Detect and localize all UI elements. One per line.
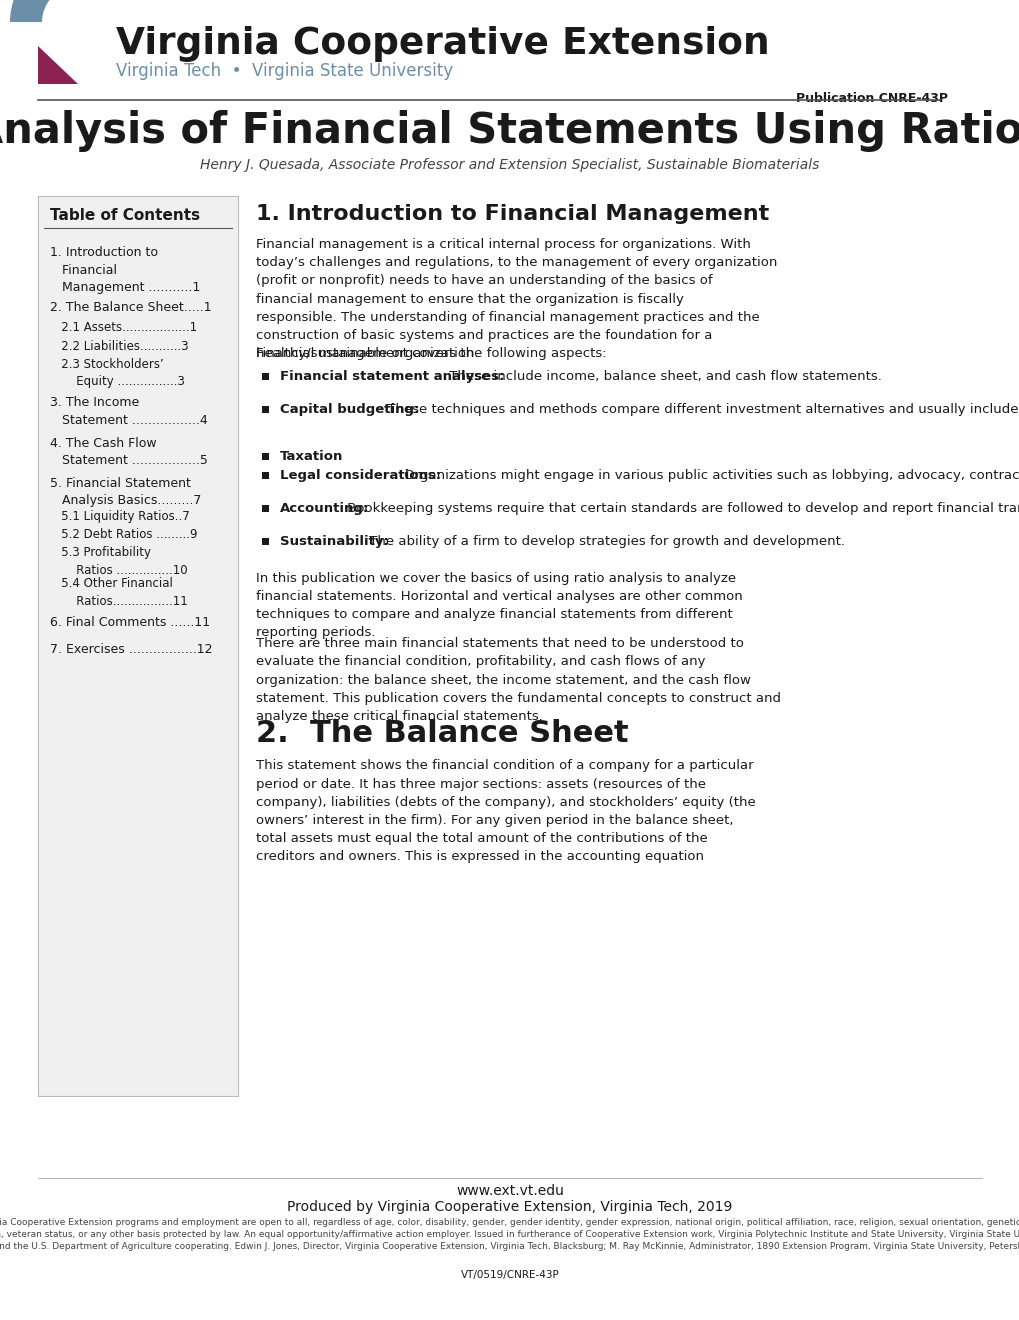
Text: .: . bbox=[325, 450, 329, 463]
Text: Financial management is a critical internal process for organizations. With
toda: Financial management is a critical inter… bbox=[256, 238, 776, 360]
Bar bbox=[262, 471, 269, 479]
Text: 2. The Balance Sheet.....1: 2. The Balance Sheet.....1 bbox=[50, 301, 211, 314]
Bar bbox=[262, 453, 269, 461]
Text: 5. Financial Statement
   Analysis Basics.........7: 5. Financial Statement Analysis Basics..… bbox=[50, 477, 201, 507]
Bar bbox=[262, 372, 269, 380]
Text: Bookkeeping systems require that certain standards are followed to develop and r: Bookkeeping systems require that certain… bbox=[342, 502, 1019, 515]
Text: In this publication we cover the basics of using ratio analysis to analyze
finan: In this publication we cover the basics … bbox=[256, 572, 742, 639]
Text: Virginia Tech  •  Virginia State University: Virginia Tech • Virginia State Universit… bbox=[116, 62, 452, 81]
Wedge shape bbox=[42, 0, 77, 22]
Bar bbox=[262, 405, 269, 413]
Text: 2.3 Stockholders’
       Equity ................3: 2.3 Stockholders’ Equity ...............… bbox=[50, 358, 184, 388]
Text: 2.1 Assets..................1: 2.1 Assets..................1 bbox=[50, 321, 197, 334]
Text: Analysis of Financial Statements Using Ratios: Analysis of Financial Statements Using R… bbox=[0, 110, 1019, 152]
Bar bbox=[38, 195, 237, 1096]
Text: Taxation: Taxation bbox=[280, 450, 343, 463]
Text: 3. The Income
   Statement .................4: 3. The Income Statement ................… bbox=[50, 396, 208, 426]
Text: VT/0519/CNRE-43P: VT/0519/CNRE-43P bbox=[461, 1270, 558, 1280]
Bar bbox=[262, 504, 269, 512]
Text: Virginia Cooperative Extension programs and employment are open to all, regardle: Virginia Cooperative Extension programs … bbox=[0, 1218, 1019, 1251]
Text: www.ext.vt.edu: www.ext.vt.edu bbox=[455, 1184, 564, 1199]
Text: Publication CNRE-43P: Publication CNRE-43P bbox=[795, 92, 947, 106]
Text: Accounting:: Accounting: bbox=[280, 502, 369, 515]
Text: 5.4 Other Financial
       Ratios................11: 5.4 Other Financial Ratios..............… bbox=[50, 577, 187, 607]
Text: Organizations might engage in various public activities such as lobbying, advoca: Organizations might engage in various pu… bbox=[399, 469, 1019, 482]
Text: 5.2 Debt Ratios .........9: 5.2 Debt Ratios .........9 bbox=[50, 528, 198, 541]
Text: There are three main financial statements that need to be understood to
evaluate: There are three main financial statement… bbox=[256, 638, 781, 723]
Wedge shape bbox=[10, 0, 77, 22]
Text: Table of Contents: Table of Contents bbox=[50, 209, 200, 223]
Text: 6. Final Comments ......11: 6. Final Comments ......11 bbox=[50, 615, 210, 628]
Text: 7. Exercises .................12: 7. Exercises .................12 bbox=[50, 643, 212, 656]
Text: This statement shows the financial condition of a company for a particular
perio: This statement shows the financial condi… bbox=[256, 759, 755, 863]
Text: 4. The Cash Flow
   Statement .................5: 4. The Cash Flow Statement .............… bbox=[50, 437, 208, 467]
Text: The ability of a firm to develop strategies for growth and development.: The ability of a firm to develop strateg… bbox=[365, 535, 845, 548]
Text: 2.  The Balance Sheet: 2. The Balance Sheet bbox=[256, 719, 628, 748]
Bar bbox=[38, 22, 77, 46]
Text: 1. Introduction to Financial Management: 1. Introduction to Financial Management bbox=[256, 205, 768, 224]
Text: Sustainability:: Sustainability: bbox=[280, 535, 388, 548]
Text: 5.1 Liquidity Ratios..7: 5.1 Liquidity Ratios..7 bbox=[50, 510, 190, 523]
Text: 5.3 Profitability
       Ratios ...............10: 5.3 Profitability Ratios ...............… bbox=[50, 546, 187, 577]
Text: These techniques and methods compare different investment alternatives and usual: These techniques and methods compare dif… bbox=[382, 403, 1019, 416]
Polygon shape bbox=[38, 46, 77, 84]
Text: Capital budgeting:: Capital budgeting: bbox=[280, 403, 419, 416]
Text: These include income, balance sheet, and cash flow statements.: These include income, balance sheet, and… bbox=[445, 370, 881, 383]
Text: 2.2 Liabilities...........3: 2.2 Liabilities...........3 bbox=[50, 339, 189, 352]
Text: Virginia Cooperative Extension: Virginia Cooperative Extension bbox=[116, 26, 769, 62]
Text: 1. Introduction to
   Financial
   Management ...........1: 1. Introduction to Financial Management … bbox=[50, 246, 200, 294]
Text: Financial statement analyses:: Financial statement analyses: bbox=[280, 370, 503, 383]
Text: Henry J. Quesada, Associate Professor and Extension Specialist, Sustainable Biom: Henry J. Quesada, Associate Professor an… bbox=[200, 158, 819, 172]
Bar bbox=[262, 537, 269, 545]
Bar bbox=[38, 22, 77, 84]
Text: Produced by Virginia Cooperative Extension, Virginia Tech, 2019: Produced by Virginia Cooperative Extensi… bbox=[287, 1200, 732, 1214]
Text: Financial management covers the following aspects:: Financial management covers the followin… bbox=[256, 347, 606, 360]
Text: Legal considerations:: Legal considerations: bbox=[280, 469, 440, 482]
